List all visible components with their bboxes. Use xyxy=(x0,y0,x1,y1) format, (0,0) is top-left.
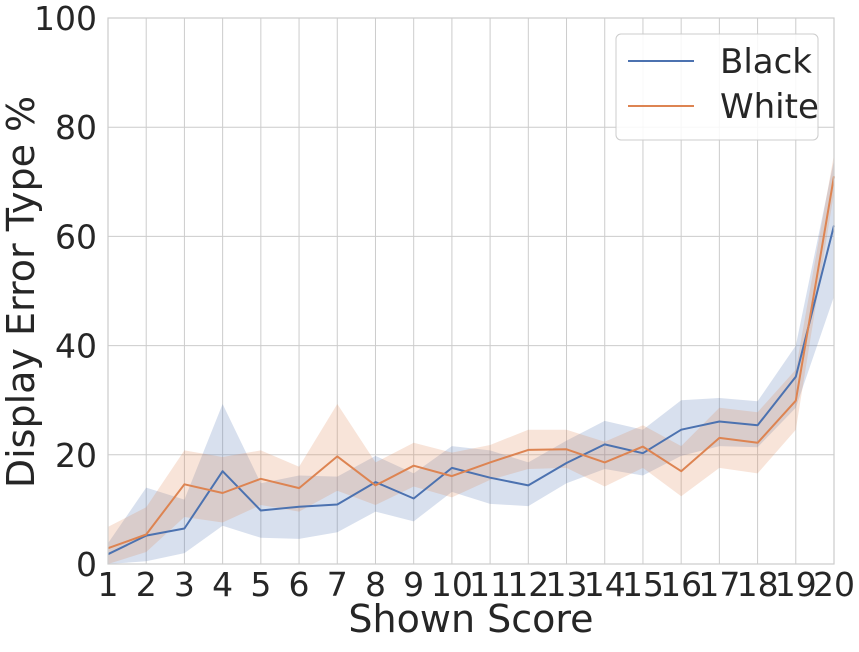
x-tick-label: 7 xyxy=(327,565,348,604)
x-tick-label: 14 xyxy=(584,565,626,604)
legend-label-white: White xyxy=(720,87,819,127)
x-tick-label: 2 xyxy=(136,565,157,604)
x-tick-label: 20 xyxy=(813,565,855,604)
y-tick-label: 60 xyxy=(55,217,97,256)
legend-label-black: Black xyxy=(720,42,812,82)
y-tick-label: 80 xyxy=(55,108,97,147)
x-tick-label: 1 xyxy=(98,565,119,604)
x-tick-label: 4 xyxy=(212,565,233,604)
x-tick-label: 6 xyxy=(289,565,310,604)
x-tick-label: 11 xyxy=(469,565,511,604)
x-axis-title: Shown Score xyxy=(348,597,593,641)
x-tick-label: 19 xyxy=(775,565,817,604)
y-tick-label: 20 xyxy=(55,436,97,475)
x-tick-label: 9 xyxy=(403,565,424,604)
y-tick-labels: 0 20 40 60 80 100 xyxy=(34,0,97,584)
x-tick-label: 13 xyxy=(546,565,588,604)
x-tick-label: 12 xyxy=(507,565,549,604)
series-lines xyxy=(107,176,835,556)
plot-frame xyxy=(107,17,835,565)
x-tick-label: 3 xyxy=(174,565,195,604)
y-tick-label: 100 xyxy=(34,0,97,38)
x-tick-label: 15 xyxy=(622,565,664,604)
series-line-white xyxy=(107,176,835,550)
y-axis-title: Display Error Type % xyxy=(0,96,43,488)
y-tick-label: 40 xyxy=(55,327,97,366)
series-line-black xyxy=(107,225,835,556)
confidence-band-black xyxy=(108,160,834,564)
x-tick-label: 16 xyxy=(660,565,702,604)
confidence-band-white xyxy=(108,154,834,564)
x-tick-label: 18 xyxy=(737,565,779,604)
x-tick-label: 17 xyxy=(698,565,740,604)
x-tick-label: 5 xyxy=(250,565,271,604)
x-tick-label: 8 xyxy=(365,565,386,604)
legend: Black White xyxy=(615,33,819,141)
y-tick-label: 0 xyxy=(76,545,97,584)
x-tick-label: 10 xyxy=(431,565,473,604)
confidence-bands xyxy=(108,154,834,564)
